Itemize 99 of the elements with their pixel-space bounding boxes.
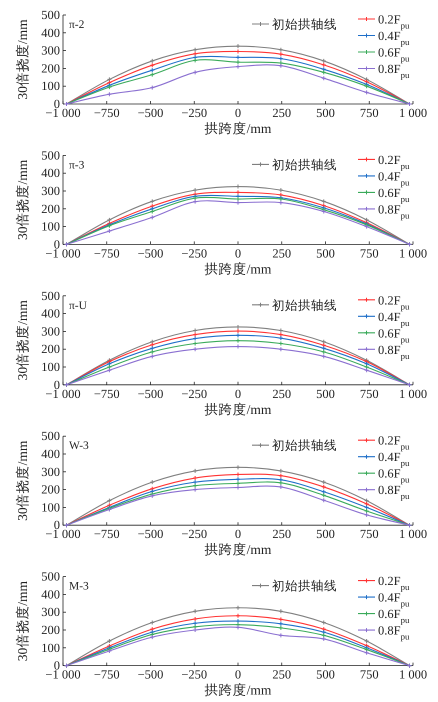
chart-title: M-3 xyxy=(69,580,90,593)
chart-title: W-3 xyxy=(69,440,90,452)
legend-label: 初始拱轴线 xyxy=(272,298,337,312)
y-tick-label: 500 xyxy=(41,570,60,584)
x-tick-label: −750 xyxy=(94,386,120,401)
x-axis-title: 拱跨度/mm xyxy=(204,261,272,276)
y-tick-label: 100 xyxy=(41,500,60,514)
y-tick-label: 400 xyxy=(41,306,60,321)
x-tick-label: 750 xyxy=(360,246,379,260)
y-tick-label: 200 xyxy=(41,342,60,356)
x-axis-title: 拱跨度/mm xyxy=(204,402,272,417)
x-tick-label: −250 xyxy=(181,668,208,682)
y-axis-title: 30倍挠度/mm xyxy=(15,18,30,100)
y-axis-title: 30倍挠度/mm xyxy=(15,580,30,662)
y-tick-label: 200 xyxy=(41,482,60,497)
x-tick-label: −500 xyxy=(138,106,164,120)
x-tick-label: −500 xyxy=(138,246,164,260)
y-tick-label: 100 xyxy=(41,360,60,374)
x-tick-label: −250 xyxy=(181,106,208,120)
x-tick-label: −250 xyxy=(181,527,208,542)
legend-label: 初始拱轴线 xyxy=(272,579,337,594)
legend-label: 0.2F$_{pu}$ xyxy=(378,12,410,30)
y-tick-label: 400 xyxy=(41,447,60,461)
y-axis-title: 30倍挠度/mm xyxy=(15,300,30,380)
y-tick-label: 100 xyxy=(41,79,60,94)
x-tick-label: 250 xyxy=(272,527,292,542)
y-tick-label: 300 xyxy=(41,464,60,479)
y-tick-label: 200 xyxy=(41,623,60,637)
x-tick-label: 250 xyxy=(272,668,292,682)
x-tick-label: −500 xyxy=(138,668,164,682)
chart-title: π-2 xyxy=(69,19,85,31)
legend-label: 0.4F$_{pu}$ xyxy=(378,450,410,468)
x-tick-label: 1 000 xyxy=(398,668,428,682)
x-axis-title: 拱跨度/mm xyxy=(204,682,272,698)
y-tick-label: 400 xyxy=(41,26,60,40)
y-axis-title: 30倍挠度/mm xyxy=(15,159,30,240)
x-tick-label: 1 000 xyxy=(398,106,428,120)
y-tick-label: 300 xyxy=(41,44,60,58)
chart-title: π-3 xyxy=(69,159,85,172)
x-tick-label: 250 xyxy=(272,246,292,260)
legend-label: 0.2F$_{pu}$ xyxy=(378,574,410,592)
y-tick-label: 100 xyxy=(41,640,60,655)
x-axis-title: 拱跨度/mm xyxy=(204,121,272,136)
x-tick-label: −500 xyxy=(138,527,164,542)
x-tick-label: −250 xyxy=(181,246,208,260)
legend-label: 0.8F$_{pu}$ xyxy=(378,624,410,642)
x-tick-label: 0 xyxy=(234,386,242,401)
y-axis-title: 30倍挠度/mm xyxy=(15,440,30,521)
x-tick-label: 500 xyxy=(316,668,335,682)
y-tick-label: 500 xyxy=(41,429,60,444)
y-tick-label: 300 xyxy=(41,184,60,198)
x-tick-label: 750 xyxy=(360,386,379,401)
x-tick-label: −250 xyxy=(181,386,208,401)
legend-label: 0.4F$_{pu}$ xyxy=(378,590,410,609)
y-tick-label: 500 xyxy=(41,148,60,162)
y-tick-label: 500 xyxy=(41,8,60,22)
legend-label: 0.4F$_{pu}$ xyxy=(378,29,410,47)
x-tick-label: 0 xyxy=(234,527,242,542)
y-tick-label: 400 xyxy=(41,587,60,602)
x-tick-label: 750 xyxy=(360,668,379,682)
legend-label: 初始拱轴线 xyxy=(272,18,337,32)
x-tick-label: 500 xyxy=(316,386,335,401)
y-tick-label: 200 xyxy=(41,61,60,76)
x-tick-label: −500 xyxy=(138,386,164,401)
y-tick-label: 500 xyxy=(41,288,60,303)
x-tick-label: 1 000 xyxy=(398,246,428,260)
legend-label: 初始拱轴线 xyxy=(272,158,337,172)
y-tick-label: 400 xyxy=(41,166,60,180)
x-tick-label: −750 xyxy=(94,668,120,682)
chart-title: π-U xyxy=(69,300,88,312)
x-tick-label: 500 xyxy=(316,527,335,542)
x-tick-label: 500 xyxy=(316,246,335,260)
legend-label: 0.2F$_{pu}$ xyxy=(378,293,410,312)
x-tick-label: 250 xyxy=(272,106,292,120)
legend-label: 0.2F$_{pu}$ xyxy=(378,152,410,171)
x-tick-label: 500 xyxy=(316,106,335,120)
y-tick-label: 200 xyxy=(41,202,60,216)
legend-label: 0.2F$_{pu}$ xyxy=(378,434,410,452)
x-tick-label: 0 xyxy=(234,668,242,682)
x-tick-label: 0 xyxy=(234,246,242,260)
legend-label: 0.8F$_{pu}$ xyxy=(378,483,410,502)
x-tick-label: 1 000 xyxy=(398,527,428,542)
y-tick-label: 300 xyxy=(41,324,60,338)
y-tick-label: 300 xyxy=(41,605,60,620)
legend-label: 初始拱轴线 xyxy=(272,438,337,453)
x-tick-label: 250 xyxy=(272,386,292,401)
x-tick-label: −750 xyxy=(94,527,120,542)
legend-label: 0.8F$_{pu}$ xyxy=(378,62,410,80)
x-tick-label: 1 000 xyxy=(398,386,428,401)
y-tick-label: 100 xyxy=(41,220,60,234)
legend-label: 0.6F$_{pu}$ xyxy=(378,46,410,64)
legend-label: 0.6F$_{pu}$ xyxy=(378,607,410,626)
x-tick-label: 750 xyxy=(360,527,379,542)
x-tick-label: 750 xyxy=(360,106,379,120)
x-tick-label: −750 xyxy=(94,246,120,260)
x-tick-label: −750 xyxy=(94,106,120,120)
x-axis-title: 拱跨度/mm xyxy=(204,542,272,558)
legend-label: 0.6F$_{pu}$ xyxy=(378,466,410,485)
x-tick-label: 0 xyxy=(234,106,242,120)
